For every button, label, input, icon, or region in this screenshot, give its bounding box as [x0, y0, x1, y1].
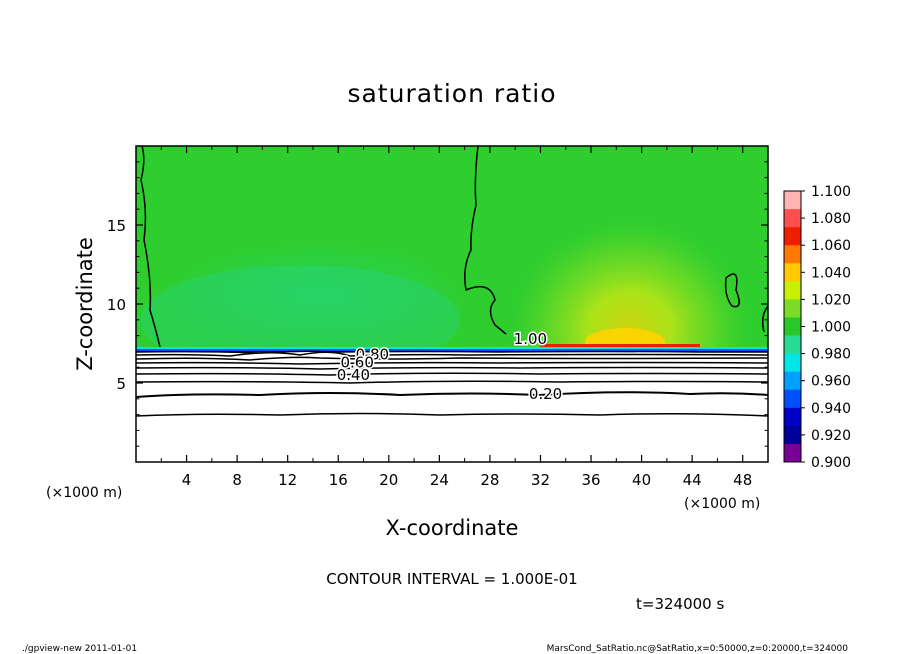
- contour-label: 0.80: [356, 346, 389, 364]
- colorbar-label: 0.900: [811, 455, 851, 471]
- colorbar-swatch: [784, 407, 801, 427]
- x-unit-left: (×1000 m): [46, 485, 122, 501]
- colorbar-label: 1.060: [811, 238, 851, 254]
- y-axis-label: Z-coordinate: [73, 237, 97, 371]
- chart-title: saturation ratio: [347, 79, 556, 108]
- band-interface-blue: [136, 349, 768, 351]
- y-tick-label: 15: [107, 217, 126, 235]
- colorbar-swatch: [784, 209, 801, 228]
- colorbar: 1.100 1.080 1.060 1.040 1.020 1.000 0.980 0.960…: [783, 184, 851, 471]
- colorbar-swatch: [784, 263, 801, 282]
- colorbar-label: 0.980: [811, 347, 851, 363]
- x-tick-label: 24: [430, 471, 449, 489]
- x-axis: 4 8 12 16 20 24 28 32 36 40 44 48: [160, 146, 752, 489]
- x-tick-label: 48: [733, 471, 752, 489]
- plot-area: 1.00 0.800.600.40 0.20: [136, 146, 768, 462]
- colorbar-label: 1.100: [811, 184, 851, 200]
- colorbar-swatch: [784, 353, 801, 373]
- contour-1.00: [761, 305, 768, 333]
- colorbar-label: 0.960: [811, 374, 851, 390]
- x-tick-label: 32: [531, 471, 550, 489]
- x-tick-label: 4: [182, 471, 192, 489]
- x-tick-label: 36: [581, 471, 600, 489]
- contour-interval: CONTOUR INTERVAL = 1.000E-01: [326, 570, 577, 588]
- contour-label: 0.40: [337, 366, 370, 384]
- colorbar-label: 1.080: [811, 211, 851, 227]
- field-subsaturated-patch: [160, 239, 480, 350]
- colorbar-swatch: [784, 425, 801, 445]
- time-stamp: t=324000 s: [636, 595, 724, 613]
- contour-1.00: [140, 146, 161, 348]
- colorbar-label: 1.000: [811, 320, 851, 336]
- colorbar-swatch: [784, 335, 801, 355]
- colorbar-label: 0.940: [811, 401, 851, 417]
- colorbar-swatch: [784, 389, 801, 409]
- footer-right: MarsCond_SatRatio.nc@SatRatio,x=0:50000,…: [547, 644, 849, 654]
- y-axis: 5 10 15: [107, 161, 768, 447]
- field-lower: [136, 352, 768, 462]
- colorbar-swatch: [784, 245, 801, 264]
- x-unit-right: (×1000 m): [684, 496, 760, 512]
- x-tick-label: 40: [632, 471, 651, 489]
- lower-contours: [136, 350, 768, 417]
- colorbar-swatch: [784, 371, 801, 391]
- contour-1.00: [464, 146, 507, 335]
- contour-label: 0.60: [340, 353, 373, 371]
- x-tick-label: 20: [379, 471, 398, 489]
- colorbar-swatch: [784, 317, 801, 337]
- x-tick-label: 8: [232, 471, 242, 489]
- x-tick-label: 12: [278, 471, 297, 489]
- y-tick-label: 10: [107, 296, 126, 314]
- colorbar-swatch: [784, 191, 801, 210]
- contour-label: 0.20: [529, 385, 562, 403]
- x-tick-label: 44: [683, 471, 702, 489]
- colorbar-swatch: [784, 443, 801, 463]
- x-tick-label: 28: [480, 471, 499, 489]
- x-tick-label: 16: [329, 471, 348, 489]
- colorbar-label: 1.040: [811, 265, 851, 281]
- colorbar-swatch: [784, 227, 801, 246]
- colorbar-label: 0.920: [811, 428, 851, 444]
- colorbar-swatch: [784, 299, 801, 318]
- contour-label: 1.00: [514, 330, 547, 348]
- colorbar-label: 1.020: [811, 292, 851, 308]
- contour-1.00: [724, 273, 740, 308]
- colorbar-swatch: [784, 281, 801, 300]
- x-axis-label: X-coordinate: [386, 516, 519, 540]
- footer-left: ./gpview-new 2011-01-01: [22, 644, 137, 654]
- band-interface-cyan: [136, 347, 768, 349]
- y-tick-label: 5: [116, 375, 126, 393]
- contour-labels: 1.00 0.800.600.40 0.20: [335, 328, 564, 404]
- band-supersat-line: [540, 344, 700, 347]
